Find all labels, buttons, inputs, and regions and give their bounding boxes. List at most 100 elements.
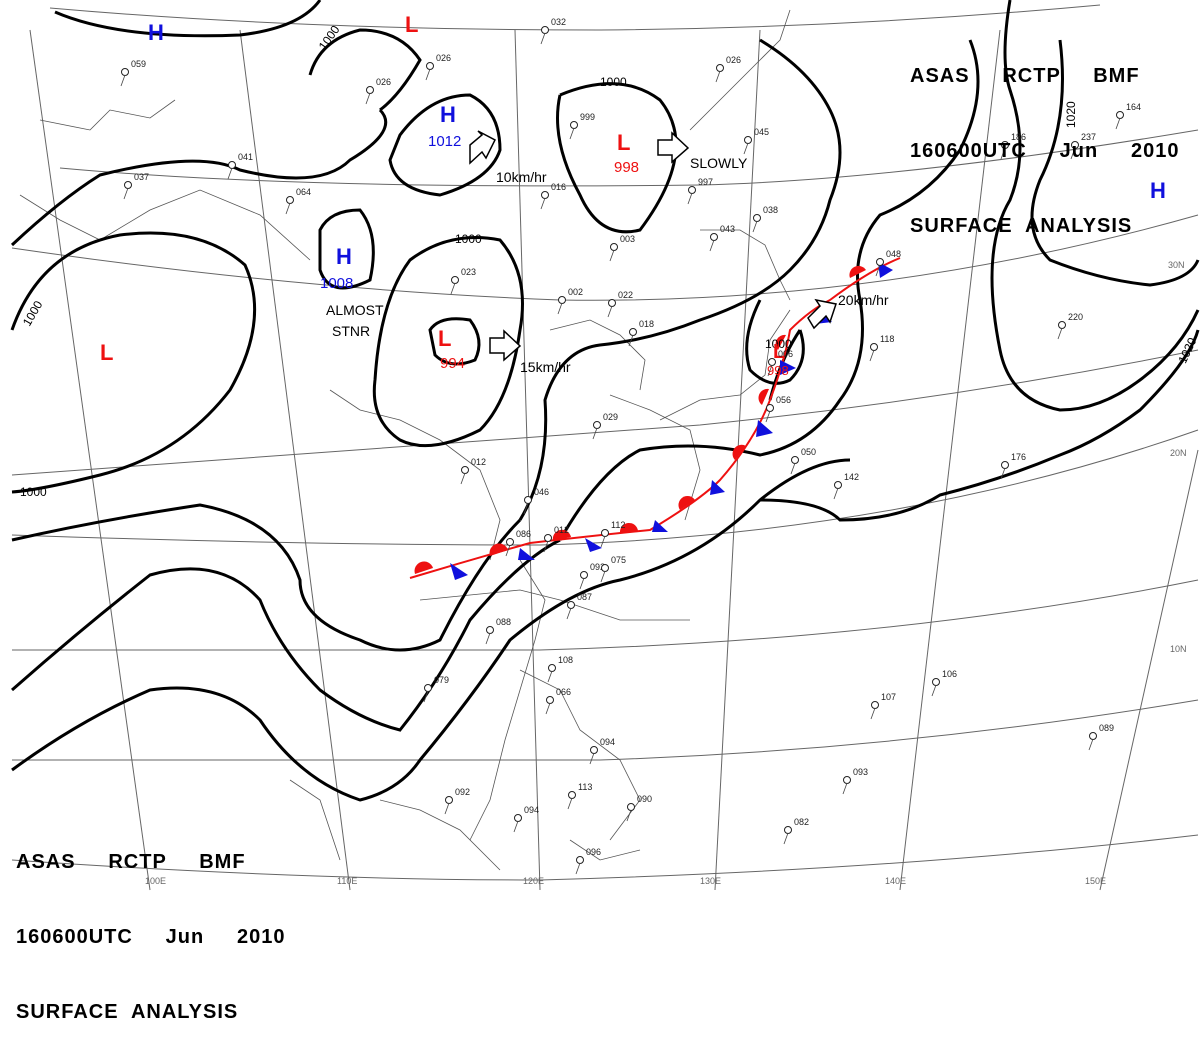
- station-marker: [1001, 461, 1009, 469]
- station-pressure: 220: [1068, 312, 1083, 322]
- wind-barb: [783, 832, 789, 845]
- header-line: ASAS RCTP BMF: [910, 65, 1140, 87]
- station-marker: [601, 529, 609, 537]
- latitude-label: 30N: [1168, 260, 1185, 270]
- station-marker: [784, 826, 792, 834]
- station-pressure: 046: [534, 487, 549, 497]
- station-pressure: 094: [524, 805, 539, 815]
- wind-barb: [227, 167, 233, 180]
- station-marker: [593, 421, 601, 429]
- station-marker: [590, 746, 598, 754]
- station-pressure: 092: [590, 562, 605, 572]
- header-line: 160600UTC Jun 2010: [16, 926, 286, 948]
- low-center-label: L: [405, 12, 418, 37]
- wind-barb: [120, 74, 126, 87]
- wind-barb: [628, 334, 634, 347]
- station-marker: [608, 299, 616, 307]
- low-center-value: 998: [767, 363, 789, 378]
- station-pressure: 043: [720, 224, 735, 234]
- station-pressure: 041: [238, 152, 253, 162]
- station-marker: [629, 328, 637, 336]
- wind-barb: [513, 820, 519, 833]
- station-plots: 059 037 041 064 026 023 012 016 032 026 999 026 997 0…: [120, 17, 1141, 875]
- station-pressure: 023: [461, 267, 476, 277]
- high-center-value: 1008: [320, 275, 353, 292]
- station-pressure: 090: [637, 794, 652, 804]
- header-line: SURFACE ANALYSIS: [16, 1001, 239, 1023]
- longitude-label: 140E: [885, 876, 906, 886]
- station-pressure: 118: [880, 334, 894, 344]
- station-pressure: 106: [942, 669, 957, 679]
- station-marker: [768, 358, 776, 366]
- station-marker: [688, 186, 696, 194]
- wind-barb: [833, 487, 839, 500]
- station-pressure: 050: [801, 447, 816, 457]
- station-marker: [366, 86, 374, 94]
- wind-barb: [715, 70, 721, 83]
- low-center-label: L: [100, 340, 113, 365]
- wind-barb: [579, 577, 585, 590]
- station-pressure: 176: [1011, 452, 1026, 462]
- low-center-label: L: [438, 326, 451, 351]
- latitude-label: 10N: [1170, 644, 1187, 654]
- wind-barb: [566, 607, 572, 620]
- station-pressure: 108: [558, 655, 573, 665]
- station-marker: [753, 214, 761, 222]
- station-marker: [834, 481, 842, 489]
- station-pressure: 088: [496, 617, 511, 627]
- movement-arrow: [657, 131, 690, 164]
- station-marker: [610, 243, 618, 251]
- station-pressure: 026: [436, 53, 451, 63]
- latitude-label: 20N: [1170, 448, 1187, 458]
- station-marker: [486, 626, 494, 634]
- high-center-value: 1012: [428, 133, 461, 150]
- wind-barb: [557, 302, 563, 315]
- station-marker: [576, 856, 584, 864]
- station-pressure: 048: [886, 249, 901, 259]
- movement-labels: 10km/hr SLOWLY 15km/hr 20km/hr ALMOST ST…: [326, 155, 889, 375]
- station-marker: [567, 601, 575, 609]
- isobar-label: 1000: [765, 337, 792, 351]
- wind-barb: [1000, 147, 1006, 160]
- station-pressure: 066: [556, 687, 571, 697]
- stationary-label: STNR: [332, 323, 370, 339]
- movement-arrow: [807, 298, 837, 330]
- station-marker: [451, 276, 459, 284]
- wind-barb: [592, 427, 598, 440]
- wind-barb: [545, 702, 551, 715]
- station-marker: [548, 664, 556, 672]
- isobars: [10, 0, 1200, 802]
- wind-barb: [687, 192, 693, 205]
- wind-barb: [444, 802, 450, 815]
- wind-barb: [1070, 147, 1076, 160]
- station-marker: [506, 538, 514, 546]
- wind-barb: [767, 364, 773, 377]
- station-marker: [1089, 732, 1097, 740]
- wind-barb: [575, 862, 581, 875]
- longitude-label: 150E: [1085, 876, 1106, 886]
- station-marker: [228, 161, 236, 169]
- station-pressure: 092: [455, 787, 470, 797]
- chart-header-bottom: ASAS RCTP BMF 160600UTC Jun 2010 SURFACE…: [16, 800, 285, 1050]
- station-pressure: 029: [603, 412, 618, 422]
- wind-barb: [523, 502, 529, 515]
- wind-barb: [485, 632, 491, 645]
- station-marker: [601, 564, 609, 572]
- wind-barb: [547, 670, 553, 683]
- station-marker: [744, 136, 752, 144]
- station-marker: [568, 791, 576, 799]
- wind-barb: [460, 472, 466, 485]
- weather-map: 1000 1000 1000 1000 1000 1000 1020 1020 …: [10, 0, 1200, 891]
- station-pressure: 018: [639, 319, 654, 329]
- station-pressure: 087: [577, 592, 592, 602]
- station-pressure: 003: [620, 234, 635, 244]
- isobar-label: 1000: [20, 485, 47, 499]
- station-marker: [870, 343, 878, 351]
- high-center-label: H: [336, 244, 352, 269]
- station-pressure: 075: [611, 555, 626, 565]
- station-marker: [1058, 321, 1066, 329]
- station-marker: [766, 404, 774, 412]
- wind-barb: [1057, 327, 1063, 340]
- station-pressure: 997: [698, 177, 713, 187]
- station-marker: [932, 678, 940, 686]
